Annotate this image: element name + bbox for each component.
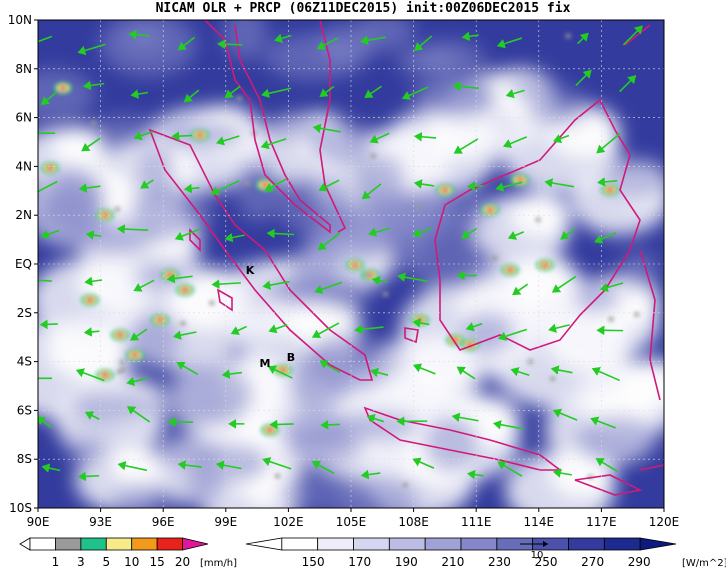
olr-legend-label: 270 — [581, 555, 604, 569]
lon-tick-label: 99E — [214, 515, 237, 529]
olr-legend-label: 210 — [441, 555, 464, 569]
lon-tick-label: 96E — [152, 515, 175, 529]
precip-legend-label: 15 — [150, 555, 165, 569]
lon-tick-label: 93E — [89, 515, 112, 529]
lat-tick-label: 2S — [17, 306, 32, 320]
lat-tick-label: 8N — [15, 62, 32, 76]
map-axes: 90E 93E 96E 99E 102E 105E 108E 111E 114E 117E 120E… — [8, 13, 680, 529]
olr-legend: 150 170 190 210 230 250 270 290 10 [W/m^2] — [245, 537, 726, 569]
precip-legend-label: 20 — [175, 555, 190, 569]
coastlines — [148, 20, 664, 496]
vector-ref-label: 10 — [531, 550, 544, 561]
lat-tick-label: 6S — [17, 403, 32, 417]
olr-legend-label: 230 — [488, 555, 511, 569]
lon-tick-label: 102E — [273, 515, 304, 529]
place-label: M — [260, 357, 271, 370]
lon-tick-label: 120E — [649, 515, 680, 529]
precip-unit: [mm/h] — [200, 558, 237, 569]
olr-field — [38, 20, 664, 508]
lat-tick-label: 2N — [15, 208, 32, 222]
olr-legend-label: 290 — [628, 555, 651, 569]
place-label: K — [246, 264, 255, 277]
place-labels: K M B — [246, 264, 295, 370]
lon-tick-label: 111E — [461, 515, 492, 529]
lat-tick-label: 4S — [17, 355, 32, 369]
lat-tick-label: 8S — [17, 452, 32, 466]
olr-legend-label: 170 — [348, 555, 371, 569]
precip-legend-label: 10 — [124, 555, 139, 569]
precip-legend: 1 3 5 10 15 20 [mm/h] — [19, 537, 237, 569]
precip-legend-label: 5 — [102, 555, 110, 569]
place-label: B — [287, 351, 295, 364]
lat-tick-label: 10N — [8, 13, 32, 27]
lon-tick-label: 90E — [27, 515, 50, 529]
lon-tick-label: 114E — [524, 515, 555, 529]
precip-legend-label: 1 — [52, 555, 60, 569]
lon-tick-label: 108E — [398, 515, 429, 529]
wind-vectors — [38, 25, 643, 482]
olr-legend-label: 250 — [535, 555, 558, 569]
olr-unit: [W/m^2] — [682, 558, 726, 569]
chart-title: NICAM OLR + PRCP (06Z11DEC2015) init:00Z… — [155, 1, 571, 16]
lat-tick-label: EQ — [15, 257, 32, 271]
lat-tick-label: 6N — [15, 111, 32, 125]
lon-tick-label: 117E — [586, 515, 617, 529]
lat-tick-label: 4N — [15, 159, 32, 173]
lon-tick-label: 105E — [336, 515, 367, 529]
olr-legend-label: 190 — [395, 555, 418, 569]
lat-tick-label: 10S — [9, 501, 32, 515]
precip-legend-label: 3 — [77, 555, 85, 569]
olr-legend-label: 150 — [302, 555, 325, 569]
